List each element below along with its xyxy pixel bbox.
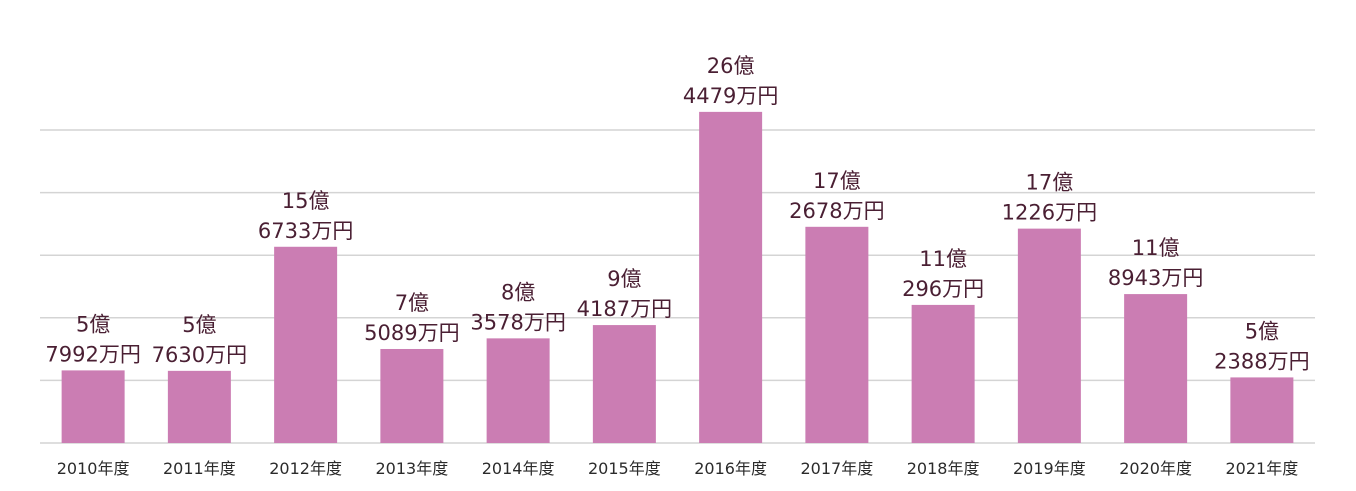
data-label-amount-2012年度: 6733万円 bbox=[258, 219, 353, 243]
data-label-amount-2019年度: 1226万円 bbox=[1002, 201, 1097, 225]
value-labels: 5億 7992万円 5億 7630万円 15億 6733万円 7億 5089万円 8億 3578万… bbox=[45, 54, 1309, 374]
tick-label-2011年度: 2011年度 bbox=[163, 459, 236, 478]
tick-label-2015年度: 2015年度 bbox=[588, 459, 661, 478]
bar-2018年度 bbox=[911, 304, 975, 443]
tick-label-2012年度: 2012年度 bbox=[269, 459, 342, 478]
data-label-oku-2013年度: 7億 bbox=[395, 291, 429, 315]
bar-2021年度 bbox=[1230, 377, 1294, 443]
bar-2017年度 bbox=[805, 226, 869, 443]
tick-label-2021年度: 2021年度 bbox=[1226, 459, 1299, 478]
tick-label-2018年度: 2018年度 bbox=[907, 459, 980, 478]
data-label-amount-2013年度: 5089万円 bbox=[364, 321, 459, 345]
data-label-oku-2017年度: 17億 bbox=[813, 169, 861, 193]
data-label-oku-2012年度: 15億 bbox=[282, 189, 330, 213]
bars bbox=[61, 111, 1294, 444]
data-label-amount-2020年度: 8943万円 bbox=[1108, 266, 1203, 290]
data-label-oku-2010年度: 5億 bbox=[76, 312, 110, 336]
gridlines bbox=[40, 129, 1315, 444]
bar-2019年度 bbox=[1017, 228, 1081, 443]
tick-label-2019年度: 2019年度 bbox=[1013, 459, 1086, 478]
tick-label-2020年度: 2020年度 bbox=[1119, 459, 1192, 478]
data-label-amount-2011年度: 7630万円 bbox=[152, 343, 247, 367]
bar-2016年度 bbox=[699, 111, 763, 444]
data-label-oku-2015年度: 9億 bbox=[607, 267, 641, 291]
data-label-amount-2017年度: 2678万円 bbox=[789, 199, 884, 223]
bar-2015年度 bbox=[592, 325, 656, 443]
tick-label-2010年度: 2010年度 bbox=[57, 459, 130, 478]
data-label-oku-2016年度: 26億 bbox=[707, 54, 755, 78]
bar-2013年度 bbox=[380, 348, 444, 443]
data-label-amount-2010年度: 7992万円 bbox=[45, 342, 140, 366]
tick-label-2017年度: 2017年度 bbox=[801, 459, 874, 478]
data-label-oku-2014年度: 8億 bbox=[501, 280, 535, 304]
bar-2020年度 bbox=[1124, 294, 1188, 443]
data-label-oku-2021年度: 5億 bbox=[1245, 319, 1279, 343]
bar-2014年度 bbox=[486, 338, 550, 443]
data-label-amount-2021年度: 2388万円 bbox=[1214, 349, 1309, 373]
data-label-amount-2015年度: 4187万円 bbox=[577, 297, 672, 321]
data-label-amount-2016年度: 4479万円 bbox=[683, 84, 778, 108]
bar-2010年度 bbox=[61, 370, 125, 443]
data-label-oku-2019年度: 17億 bbox=[1026, 171, 1074, 195]
tick-label-2016年度: 2016年度 bbox=[694, 459, 767, 478]
bar-2012年度 bbox=[274, 246, 338, 443]
data-label-oku-2020年度: 11億 bbox=[1132, 236, 1180, 260]
bar-2011年度 bbox=[167, 370, 231, 443]
category-labels: 2010年度 2011年度 2012年度 2013年度 2014年度 2015年度 2016… bbox=[57, 459, 1298, 478]
tick-label-2014年度: 2014年度 bbox=[482, 459, 555, 478]
data-label-amount-2014年度: 3578万円 bbox=[470, 310, 565, 334]
data-label-oku-2011年度: 5億 bbox=[182, 313, 216, 337]
tick-label-2013年度: 2013年度 bbox=[376, 459, 449, 478]
data-label-oku-2018年度: 11億 bbox=[919, 247, 967, 271]
data-label-amount-2018年度: 296万円 bbox=[902, 277, 984, 301]
